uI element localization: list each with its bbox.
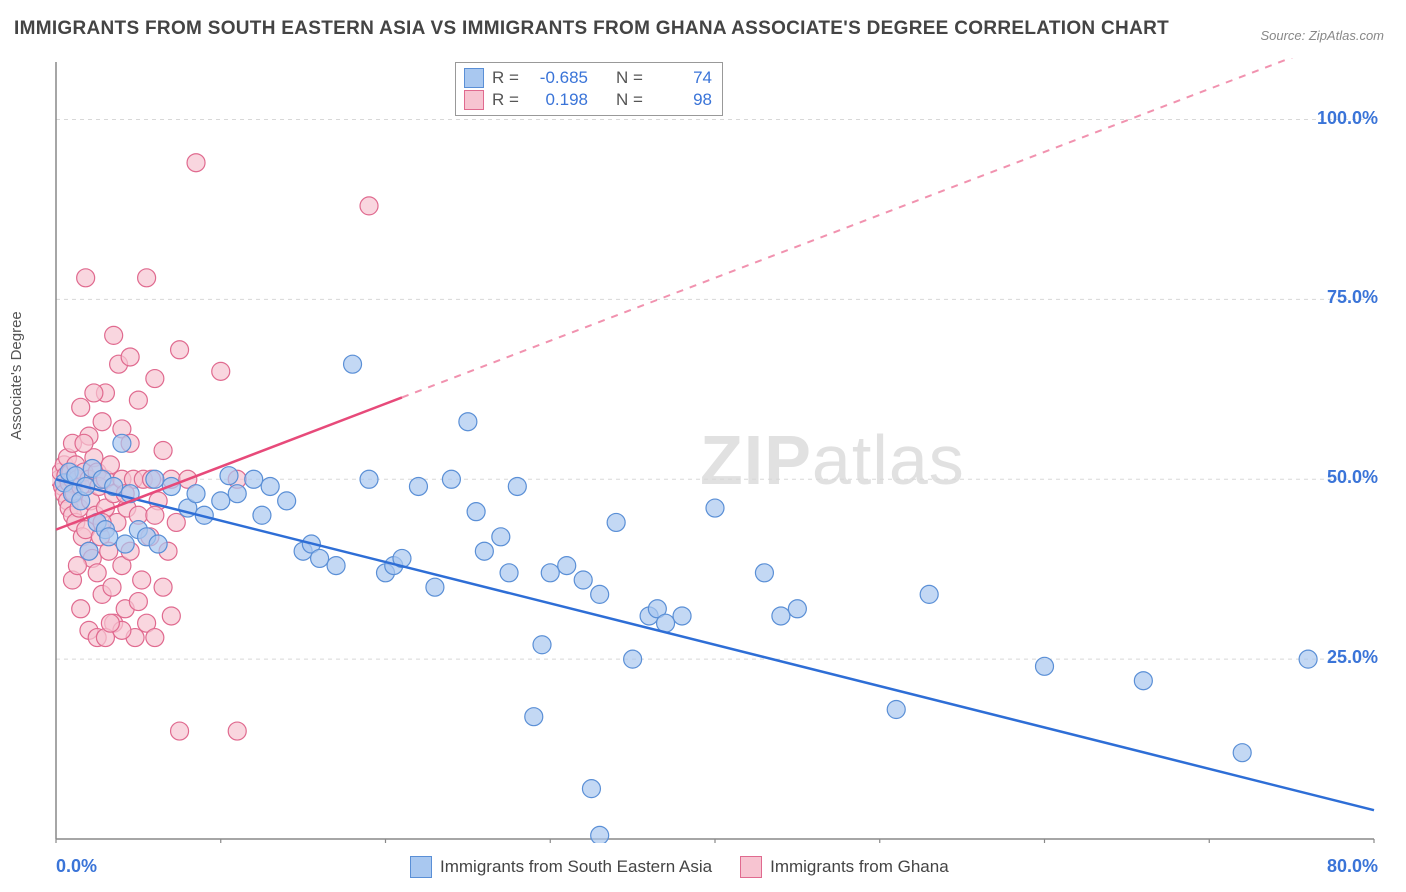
r-value-ghana: 0.198	[530, 90, 588, 110]
legend-swatch-ghana	[740, 856, 762, 878]
y-axis-label: Associate's Degree	[8, 311, 25, 440]
n-label: N =	[616, 90, 646, 110]
legend-label-ghana: Immigrants from Ghana	[770, 857, 949, 877]
r-label: R =	[492, 68, 522, 88]
x-axis-origin-label: 0.0%	[56, 856, 97, 877]
swatch-sea	[464, 68, 484, 88]
y-tick-label: 25.0%	[1327, 647, 1378, 668]
stats-legend-box: R = -0.685 N = 74 R = 0.198 N = 98	[455, 62, 723, 116]
legend-item-sea: Immigrants from South Eastern Asia	[410, 856, 712, 878]
chart-title: IMMIGRANTS FROM SOUTH EASTERN ASIA VS IM…	[14, 18, 1169, 40]
legend-label-sea: Immigrants from South Eastern Asia	[440, 857, 712, 877]
n-value-sea: 74	[654, 68, 712, 88]
n-label: N =	[616, 68, 646, 88]
swatch-ghana	[464, 90, 484, 110]
stats-row-ghana: R = 0.198 N = 98	[464, 89, 712, 111]
y-tick-label: 50.0%	[1327, 467, 1378, 488]
source-attribution: Source: ZipAtlas.com	[1260, 28, 1384, 43]
legend-item-ghana: Immigrants from Ghana	[740, 856, 949, 878]
scatter-chart	[52, 58, 1378, 843]
n-value-ghana: 98	[654, 90, 712, 110]
r-label: R =	[492, 90, 522, 110]
y-tick-label: 75.0%	[1327, 287, 1378, 308]
bottom-legend: Immigrants from South Eastern Asia Immig…	[410, 856, 949, 878]
x-axis-max-label: 80.0%	[1327, 856, 1378, 877]
stats-row-sea: R = -0.685 N = 74	[464, 67, 712, 89]
y-tick-label: 100.0%	[1317, 108, 1378, 129]
legend-swatch-sea	[410, 856, 432, 878]
r-value-sea: -0.685	[530, 68, 588, 88]
